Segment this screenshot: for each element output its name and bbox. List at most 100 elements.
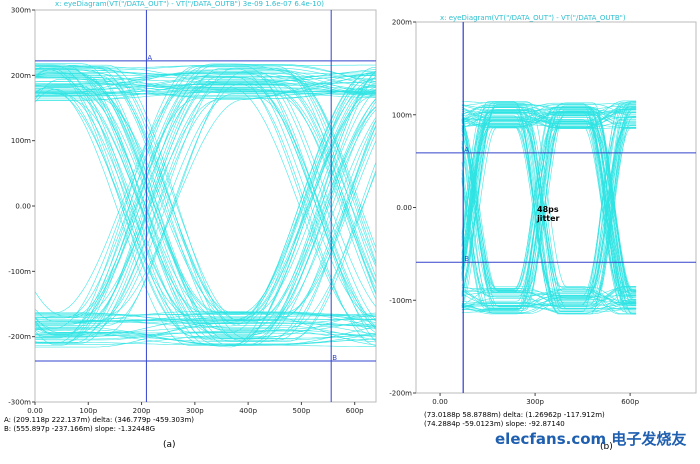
eye-trace <box>461 118 637 128</box>
cursor-readout: B: (555.897p -237.166m) slope: -1.32448G <box>4 425 155 433</box>
x-tick-label: 600p <box>346 407 364 415</box>
eye-trace <box>35 66 376 319</box>
y-tick-label: 300m <box>11 7 31 15</box>
eye-trace <box>35 69 376 278</box>
eye-trace <box>461 105 637 308</box>
eye-trace <box>35 91 376 335</box>
eye-trace <box>35 70 376 326</box>
y-tick-label: 0.00 <box>396 204 412 212</box>
eye-trace <box>35 68 376 100</box>
eye-trace <box>35 77 376 324</box>
eye-trace <box>35 66 376 91</box>
y-tick-label: -100m <box>8 268 31 276</box>
eye-trace <box>461 102 637 309</box>
eye-trace <box>35 84 376 330</box>
annotation: jitter <box>536 214 560 223</box>
y-tick-label: 100m <box>11 137 31 145</box>
eye-trace <box>35 73 376 333</box>
eye-trace <box>35 327 376 345</box>
eye-trace <box>461 115 637 305</box>
eye-trace <box>35 81 376 336</box>
eye-trace <box>461 143 637 313</box>
x-tick-label: 600p <box>621 398 639 406</box>
eye-trace <box>35 90 376 323</box>
x-tick-label: 300p <box>526 398 544 406</box>
eye-trace <box>461 112 637 309</box>
y-tick-label: -300m <box>8 399 31 407</box>
eye-trace <box>35 89 376 344</box>
eye-trace <box>461 101 637 302</box>
eye-trace <box>461 114 637 307</box>
cursor-label: B <box>332 354 337 362</box>
eye-trace <box>35 125 376 338</box>
eye-trace <box>35 68 376 93</box>
eye-trace <box>461 102 637 293</box>
eye-trace <box>461 118 637 297</box>
eye-trace <box>35 91 376 284</box>
eye-trace <box>35 66 376 346</box>
eye-trace <box>35 109 376 337</box>
eye-trace <box>35 89 376 98</box>
eye-trace <box>35 71 376 334</box>
eye-trace <box>35 70 376 333</box>
y-tick-label: 100m <box>392 111 412 119</box>
x-tick-label: 300p <box>186 407 204 415</box>
y-tick-label: -200m <box>389 390 412 398</box>
eye-trace <box>461 105 637 297</box>
eye-trace <box>461 111 637 127</box>
eye-trace <box>35 68 376 323</box>
y-tick-label: -200m <box>8 333 31 341</box>
x-tick-label: 400p <box>239 407 257 415</box>
eye-trace <box>35 119 376 342</box>
eye-trace <box>35 77 376 328</box>
eye-trace <box>35 106 376 345</box>
caption: (b) <box>600 442 613 452</box>
y-tick-label: 200m <box>11 72 31 80</box>
eye-trace <box>35 92 376 317</box>
eye-trace <box>461 173 637 306</box>
eye-trace <box>35 93 376 324</box>
eye-trace <box>35 172 376 328</box>
eye-trace <box>35 291 376 321</box>
eye-trace <box>35 64 376 95</box>
eye-trace <box>35 97 376 324</box>
x-tick-label: 200p <box>133 407 151 415</box>
eye-trace <box>35 71 376 315</box>
eye-trace <box>35 342 376 347</box>
eye-trace <box>461 178 637 310</box>
eye-traces <box>461 100 637 315</box>
x-tick-label: 500p <box>293 407 311 415</box>
x-tick-label: 0.00 <box>432 398 448 406</box>
y-tick-label: 200m <box>392 19 412 27</box>
eye-trace <box>35 84 376 325</box>
eye-trace <box>461 104 637 306</box>
y-tick-label: 0.00 <box>15 203 31 211</box>
eye-trace <box>461 105 637 311</box>
eye-trace <box>461 104 637 309</box>
eye-trace <box>35 82 376 329</box>
eye-trace <box>35 63 376 317</box>
chart-title: x: eyeDiagram(VT("/DATA_OUT") - VT("/DAT… <box>440 14 626 22</box>
eye-trace <box>35 71 376 315</box>
eye-trace <box>35 72 376 86</box>
eye-trace <box>461 100 637 309</box>
eye-trace <box>461 106 637 263</box>
eye-trace <box>461 128 637 303</box>
eye-trace <box>461 107 637 269</box>
eye-trace <box>461 109 637 260</box>
cursor-readout: (74.2884p -59.0123m) slope: -92.87140 <box>424 420 565 428</box>
eye-trace <box>461 124 637 305</box>
eye-trace <box>35 329 376 336</box>
eye-trace <box>35 65 376 338</box>
eye-trace <box>35 69 376 345</box>
x-tick-label: 100p <box>79 407 97 415</box>
cursor-label: A <box>464 146 469 154</box>
eye-trace <box>35 312 376 339</box>
eye-trace <box>461 109 637 304</box>
cursor-readout: (73.0188p 58.8788m) delta: (1.26962p -11… <box>424 411 605 419</box>
y-tick-label: -100m <box>389 297 412 305</box>
caption: (a) <box>163 440 176 450</box>
eye-trace <box>461 123 637 295</box>
eye-trace <box>35 90 376 338</box>
